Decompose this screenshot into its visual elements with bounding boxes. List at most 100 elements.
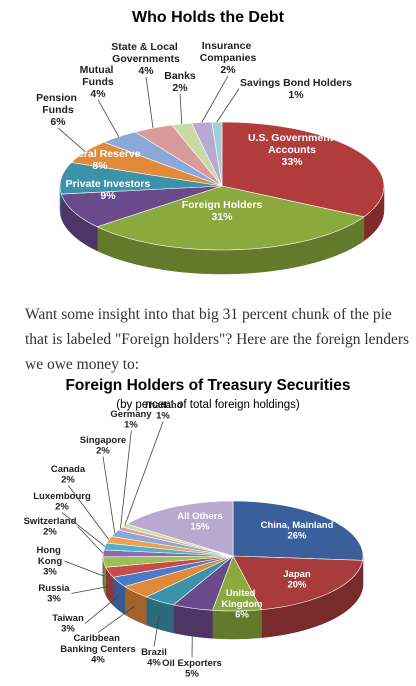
chart-title: Foreign Holders of Treasury Securities — [65, 377, 350, 394]
leader-line — [64, 560, 104, 577]
slice — [232, 555, 363, 610]
slice — [60, 185, 223, 228]
slice-value-label: 15% — [190, 522, 210, 533]
leader-line — [145, 76, 154, 129]
slice-name-line: Insurance — [202, 40, 255, 52]
leader-line — [71, 585, 109, 594]
slice-value-label: 9% — [100, 190, 116, 202]
slice-name: Taiwan — [52, 613, 84, 624]
slice-name: Brazil — [141, 647, 167, 658]
leader-line — [216, 88, 240, 123]
slice-name: Russia — [38, 583, 70, 594]
leader-line — [102, 456, 116, 534]
slice-value-label: 2% — [172, 82, 188, 94]
slice-name-line: Governments — [112, 53, 180, 65]
slice-name-line: All Others — [177, 511, 222, 522]
slice-name: State & Local Governments — [111, 41, 180, 65]
slice-name-line: Russia — [38, 583, 70, 594]
slice-value-label: 2% — [43, 527, 57, 538]
leader-line — [97, 605, 135, 633]
slice — [96, 185, 365, 251]
slice-name: Private Investors — [66, 178, 151, 190]
slice-name-line: Germany — [110, 409, 152, 420]
slice-name: Canada — [51, 464, 86, 475]
slice-name-line: U.S. Government — [248, 132, 336, 144]
slice-name-line: United — [226, 588, 258, 599]
slice-name-line: Pension — [36, 92, 80, 104]
leader-line — [57, 127, 86, 153]
slice-name-line: Federal Reserve — [59, 148, 140, 160]
slice-name: Savings Bond Holders — [240, 77, 352, 89]
slice-value-label: 6% — [50, 116, 66, 128]
slice-name: Hong Kong — [37, 545, 64, 567]
slice — [212, 555, 263, 612]
slice-value-label: 1% — [156, 411, 170, 422]
slice-value-label: 4% — [138, 65, 154, 77]
leader-line — [179, 93, 183, 125]
slice-name-line: Banking Centers — [60, 644, 136, 655]
slice-name-line: Singapore — [80, 435, 126, 446]
slice-name: U.S. Government Accounts — [248, 132, 336, 156]
slice-value-label: 4% — [90, 88, 106, 100]
leader-line — [120, 430, 132, 529]
slice — [126, 500, 234, 557]
leader-line — [153, 615, 160, 647]
slice-value-label: 5% — [185, 669, 199, 680]
slice-value-label: 2% — [55, 502, 69, 513]
slice-value-label: 2% — [61, 475, 75, 486]
chart-title: Who Holds the Debt — [132, 9, 285, 26]
slice — [232, 500, 364, 561]
slice-name-line: Mutual — [80, 64, 117, 76]
slice-name-line: Accounts — [268, 144, 316, 156]
slice-name: China, Mainland — [261, 520, 334, 531]
leader-line — [68, 485, 110, 540]
slice-name-line: China, Mainland — [261, 520, 334, 531]
slice — [145, 555, 234, 606]
slice — [221, 121, 385, 218]
slice-value-label: 31% — [211, 211, 233, 223]
paragraph: Want some insight into that big 31 perce… — [25, 306, 410, 373]
slice-name: Oil Exporters — [162, 658, 222, 669]
leader-line — [84, 595, 119, 624]
slice-value-label: 20% — [287, 580, 307, 591]
slice — [211, 121, 223, 187]
slice-name-line: Foreign Holders — [182, 199, 263, 211]
slice-name: Germany — [110, 409, 152, 420]
slice-value-label: 4% — [91, 655, 105, 666]
slice-name-line: Kingdom — [221, 599, 262, 610]
slice-value-label: 6% — [235, 610, 249, 621]
slice-name: Mutual Funds — [80, 64, 117, 88]
slice-name-line: Companies — [200, 52, 257, 64]
slice-value-label: 1% — [124, 420, 138, 431]
slice-name: Luxembourg — [33, 491, 91, 502]
slice — [172, 555, 234, 611]
slice-value-label: 1% — [288, 89, 304, 101]
slice-name-line: State & Local — [111, 41, 180, 53]
leader-line — [61, 512, 106, 547]
slice-name-line: Oil Exporters — [162, 658, 222, 669]
slice-name: Foreign Holders — [182, 199, 263, 211]
slice-name: Singapore — [80, 435, 126, 446]
slice — [59, 162, 223, 195]
slice-name-line: Taiwan — [52, 613, 84, 624]
slice-name: Thailand — [143, 400, 182, 411]
slice-name-line: Banks — [164, 70, 196, 82]
slice-name-line: Funds — [82, 76, 114, 88]
